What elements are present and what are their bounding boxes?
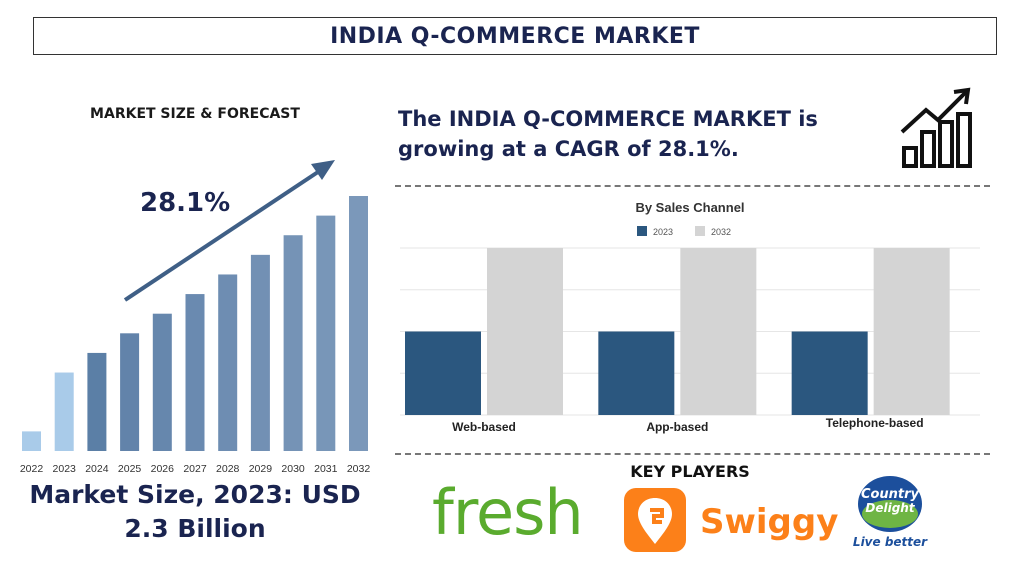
category-label-Telephone-based: Telephone-based <box>826 416 924 430</box>
legend-label-2023: 2023 <box>653 227 673 237</box>
category-label-Web-based: Web-based <box>452 420 516 434</box>
bar-2025 <box>120 333 140 451</box>
divider-top <box>395 185 990 187</box>
legend-swatch-2023 <box>637 226 647 236</box>
trend-arrow-line <box>123 166 326 302</box>
bar-Telephone-based-2032 <box>873 248 950 415</box>
bar-App-based-2032 <box>680 248 757 415</box>
bar-2023 <box>54 372 74 451</box>
tick-label-2032: 2032 <box>347 463 371 475</box>
swiggy-logo-icon <box>624 488 686 552</box>
svg-text:Country: Country <box>861 487 920 502</box>
market-size-footnote: Market Size, 2023: USD 2.3 Billion <box>29 480 361 543</box>
category-label-App-based: App-based <box>646 420 708 434</box>
tick-label-2022: 2022 <box>20 463 44 475</box>
tick-label-2024: 2024 <box>85 463 109 475</box>
legend-label-2032: 2032 <box>711 227 731 237</box>
bar-App-based-2023 <box>598 331 675 415</box>
bar-2032 <box>349 196 368 451</box>
page-title: INDIA Q-COMMERCE MARKET <box>330 23 700 49</box>
tick-label-2026: 2026 <box>151 463 175 475</box>
fresh-logo: fresh <box>432 476 584 549</box>
growth-chart-icon <box>900 87 972 168</box>
bar-Web-based-2023 <box>405 331 481 415</box>
swiggy-logo-text: Swiggy <box>700 502 839 542</box>
tick-label-2025: 2025 <box>118 463 142 475</box>
legend-swatch-2032 <box>695 226 705 236</box>
tick-label-2027: 2027 <box>183 463 207 475</box>
bar-Telephone-based-2023 <box>791 331 868 415</box>
bar-2030 <box>283 235 303 451</box>
bar-2024 <box>87 352 107 451</box>
bar-2022 <box>22 431 41 451</box>
svg-text:Delight: Delight <box>865 501 915 515</box>
svg-text:Live better: Live better <box>853 535 928 549</box>
tick-label-2031: 2031 <box>314 463 338 475</box>
trend-arrow-head <box>311 160 335 180</box>
bar-2027 <box>185 294 205 451</box>
sales-channel-chart: By Sales Channel 2023 2032 Web-based App-bas… <box>400 200 980 434</box>
bar-2026 <box>152 313 172 451</box>
tick-label-2029: 2029 <box>249 463 273 475</box>
cagr-label: 28.1% <box>140 188 231 218</box>
country-delight-logo-icon: Country Delight Live better <box>853 476 928 549</box>
bar-2028 <box>218 274 238 451</box>
tick-label-2023: 2023 <box>53 463 77 475</box>
divider-bottom <box>395 453 990 455</box>
chart-title: By Sales Channel <box>635 200 744 215</box>
market-size-chart: 2022 2023 2024 2025 2026 2027 2028 2029 2030 2031… <box>20 160 371 475</box>
bar-Web-based-2032 <box>487 248 563 415</box>
tick-label-2030: 2030 <box>281 463 305 475</box>
bar-2031 <box>316 215 336 451</box>
bar-2029 <box>250 254 270 451</box>
market-size-heading: MARKET SIZE & FORECAST <box>90 106 300 122</box>
growth-statement: The INDIA Q-COMMERCE MARKET is growing a… <box>398 107 818 161</box>
tick-label-2028: 2028 <box>216 463 240 475</box>
title-banner: INDIA Q-COMMERCE MARKET <box>33 17 997 55</box>
key-players-heading: KEY PLAYERS <box>630 462 750 481</box>
